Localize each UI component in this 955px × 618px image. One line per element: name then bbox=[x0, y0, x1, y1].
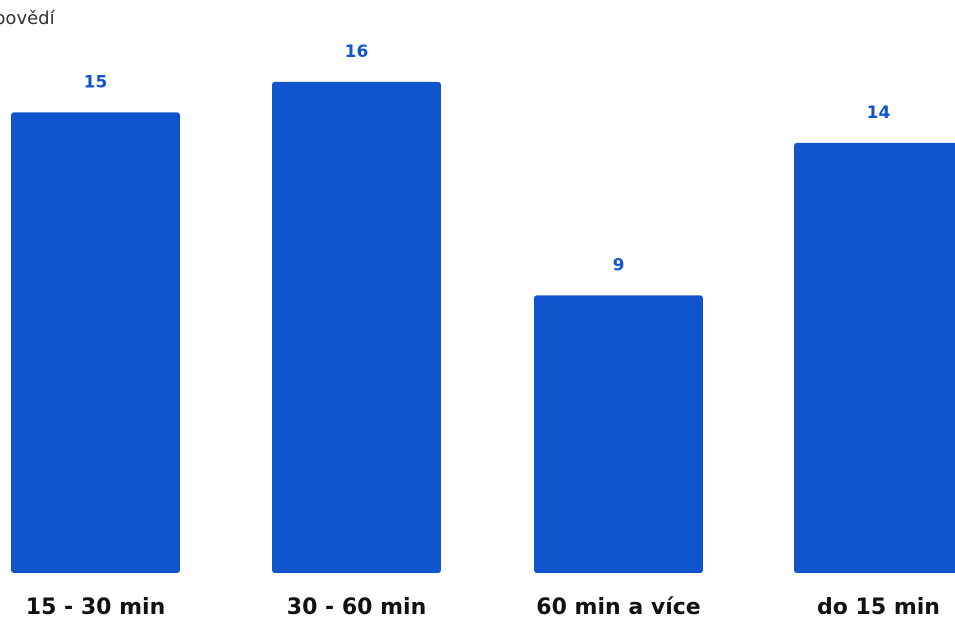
value-label-15-30-min: 15 bbox=[84, 72, 108, 92]
category-label-60-min-a-v-ce: 60 min a více bbox=[536, 595, 700, 618]
bar-do-15-min bbox=[794, 142, 955, 573]
value-label-30-60-min: 16 bbox=[345, 42, 369, 62]
chart-title-fragment: povědí bbox=[0, 8, 56, 29]
category-labels-group: 15 - 30 min 30 - 60 min 60 min a více do 15… bbox=[26, 595, 940, 618]
bars-group bbox=[11, 81, 955, 574]
category-label-30-60-min: 30 - 60 min bbox=[287, 595, 426, 618]
bar-15-30-min bbox=[11, 112, 180, 574]
value-label-do-15-min: 14 bbox=[867, 103, 891, 123]
category-label-do-15-min: do 15 min bbox=[817, 595, 940, 618]
value-label-60-min-a-v-ce: 9 bbox=[613, 255, 625, 275]
bar-30-60-min bbox=[272, 81, 441, 573]
bar-60-min-a-v-ce bbox=[534, 295, 703, 573]
value-labels-group: 15 16 9 14 bbox=[84, 42, 891, 276]
category-label-15-30-min: 15 - 30 min bbox=[26, 595, 165, 618]
